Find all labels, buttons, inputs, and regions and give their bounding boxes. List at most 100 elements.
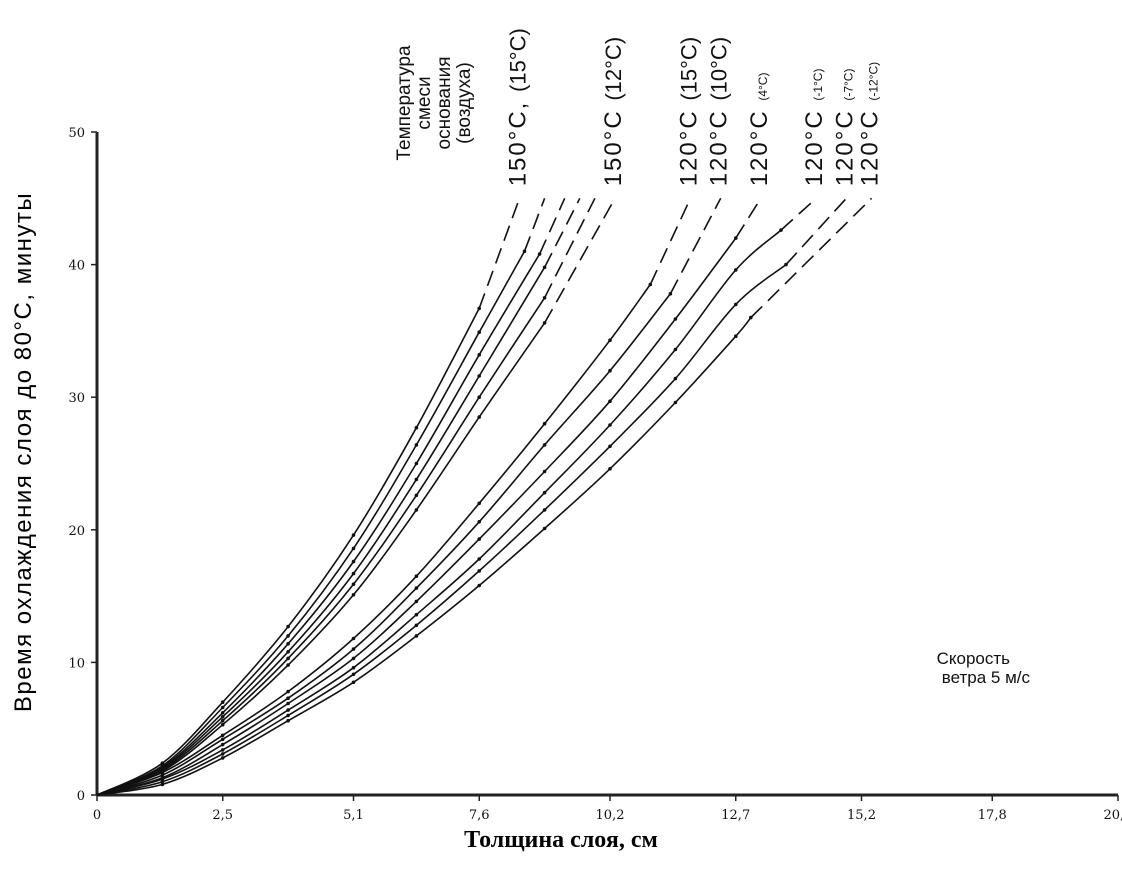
data-point xyxy=(351,656,356,661)
legend-header-line: смеси xyxy=(414,76,435,129)
data-point xyxy=(160,782,165,787)
data-point xyxy=(542,469,547,474)
x-tick-label: 2,5 xyxy=(212,808,233,823)
axes: 0 2,5 5,1 7,6 10,2 12,7 15,2 17,8 20,3 0 10 20 30 40 5… xyxy=(68,126,1122,823)
data-point xyxy=(414,586,419,590)
x-tick-label: 20,3 xyxy=(1104,808,1122,823)
series-line xyxy=(96,266,546,796)
x-tick-label: 5,1 xyxy=(343,808,364,823)
data-point xyxy=(220,748,225,752)
series-label: 150°С, (15°С) xyxy=(505,28,532,186)
data-point xyxy=(414,508,419,512)
data-point xyxy=(477,520,482,524)
series-extrapolation xyxy=(649,197,692,285)
data-point xyxy=(414,623,419,628)
y-tick-label: 50 xyxy=(68,126,85,141)
series-label: 150°С (12°С) xyxy=(600,37,627,186)
y-tick-label: 0 xyxy=(77,789,85,804)
data-point xyxy=(414,493,419,498)
data-point xyxy=(286,624,290,629)
data-point xyxy=(608,467,612,471)
x-tick-label: 10,2 xyxy=(596,808,625,823)
data-point xyxy=(351,582,356,586)
data-point xyxy=(477,353,482,357)
data-point xyxy=(522,249,527,254)
x-tick-label: 0 xyxy=(93,808,101,823)
data-point xyxy=(734,302,738,307)
data-point xyxy=(286,708,290,712)
data-point xyxy=(537,252,542,256)
y-tick-label: 20 xyxy=(68,524,85,539)
data-point xyxy=(779,228,783,232)
series-curves xyxy=(96,197,873,796)
series-extrapolation xyxy=(750,197,873,319)
data-point xyxy=(734,268,738,272)
series-extrapolation xyxy=(785,197,847,266)
data-point xyxy=(286,634,290,638)
data-point xyxy=(351,647,356,651)
data-point xyxy=(160,761,165,765)
series-label: 120°С (-7°С) xyxy=(831,69,858,187)
data-point xyxy=(414,612,419,617)
series-label: 120°С (4°С) xyxy=(746,73,773,187)
data-point xyxy=(220,756,225,760)
data-point xyxy=(542,321,547,325)
series-line xyxy=(96,284,651,796)
data-point xyxy=(477,395,482,400)
data-point xyxy=(220,705,225,710)
data-point xyxy=(286,642,290,646)
data-point xyxy=(220,718,225,723)
data-point xyxy=(414,599,419,604)
data-point xyxy=(542,265,547,270)
data-point xyxy=(286,718,290,723)
series-line xyxy=(96,297,546,796)
y-tick-label: 30 xyxy=(68,391,85,406)
data-point xyxy=(160,777,165,781)
data-point xyxy=(477,583,482,588)
data-point xyxy=(414,443,419,447)
data-point xyxy=(414,477,419,482)
legend-header-line: основания xyxy=(434,57,455,150)
data-point xyxy=(542,526,547,531)
data-point xyxy=(351,636,356,641)
series-line xyxy=(96,237,737,796)
data-point xyxy=(477,569,482,573)
data-point xyxy=(351,680,356,685)
data-point xyxy=(673,400,678,405)
data-point xyxy=(477,501,482,506)
data-point xyxy=(351,571,356,576)
data-point xyxy=(414,634,419,638)
data-point xyxy=(351,593,356,597)
data-point xyxy=(286,701,290,706)
data-point xyxy=(220,742,225,747)
data-point xyxy=(220,722,225,727)
data-point xyxy=(414,425,419,430)
data-point xyxy=(668,292,673,296)
series-extrapolation xyxy=(735,197,762,239)
series-extrapolation xyxy=(780,197,817,231)
series-line xyxy=(96,317,752,796)
series-line xyxy=(96,250,526,796)
annotation-background xyxy=(700,565,1045,725)
data-point xyxy=(734,334,738,339)
data-point xyxy=(608,368,612,373)
data-point xyxy=(673,317,678,321)
data-point xyxy=(477,537,482,541)
data-point xyxy=(286,713,290,718)
wind-speed-line1: Скорость xyxy=(937,649,1011,668)
legend-header-line: Температура xyxy=(394,45,415,161)
series-labels: 150°С, (15°С)150°С (12°С)120°С (15°С)120… xyxy=(505,28,884,186)
data-point xyxy=(734,236,738,240)
legend-header-line: (воздуха) xyxy=(454,62,475,144)
data-point xyxy=(673,347,678,352)
data-point xyxy=(608,399,612,404)
series-extrapolation xyxy=(523,198,546,252)
series-line xyxy=(96,293,672,796)
x-tick-label: 15,2 xyxy=(847,808,876,823)
data-point xyxy=(542,490,547,495)
series-line xyxy=(96,322,546,796)
y-axis-label: Время охлаждения слоя до 80°С, минуты xyxy=(10,192,37,712)
data-point xyxy=(608,444,612,449)
data-point xyxy=(286,689,290,694)
